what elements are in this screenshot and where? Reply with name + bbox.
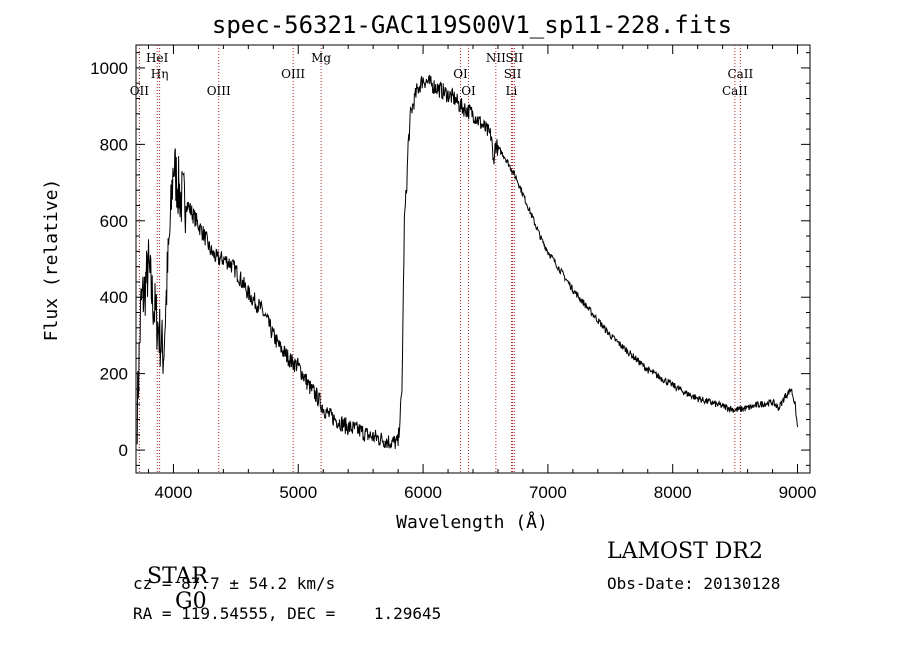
y-tick-label: 1000 — [90, 59, 128, 78]
x-axis: 4000 5000 6000 7000 8000 9000 — [147, 45, 817, 502]
line-marker-label: Hη — [151, 67, 169, 81]
x-tick-label: 8000 — [654, 483, 692, 502]
line-marker-label: SII — [505, 51, 523, 65]
emission-line-labels: OII HeI Hη OIII OIII Mg OI OI NII Li SII SII CaII CaI… — [130, 51, 754, 98]
x-tick-label: 9000 — [779, 483, 817, 502]
line-marker-label: HeI — [146, 51, 169, 65]
y-axis-label: Flux (relative) — [41, 179, 62, 342]
x-tick-label: 6000 — [404, 483, 442, 502]
subclass-label: G0 — [175, 589, 207, 614]
line-marker-label: Mg — [311, 51, 331, 65]
spectrum-line — [136, 74, 798, 450]
redshift-velocity: cz = 87.7 ± 54.2 km/s — [133, 574, 336, 593]
plot-area-frame — [135, 44, 811, 474]
y-tick-label: 0 — [119, 441, 128, 460]
x-tick-label: 5000 — [279, 483, 317, 502]
x-tick-label: 4000 — [155, 483, 193, 502]
line-marker-label: OIII — [281, 67, 305, 81]
x-axis-label: Wavelength (Å) — [396, 511, 548, 533]
y-tick-label: 800 — [100, 135, 128, 154]
line-marker-label: OIII — [207, 84, 231, 98]
line-marker-label: CaII — [727, 67, 753, 81]
coordinates: RA = 119.54555, DEC = 1.29645 — [133, 604, 442, 623]
line-marker-label: CaII — [722, 84, 748, 98]
line-marker-label: NII — [486, 51, 506, 65]
line-marker-label: Li — [506, 84, 518, 98]
x-tick-label: 7000 — [529, 483, 567, 502]
line-marker-label: OII — [130, 84, 150, 98]
y-axis: 0 200 400 600 800 1000 — [90, 52, 810, 466]
chart-title: spec-56321-GAC119S00V1_sp11-228.fits — [212, 11, 732, 39]
y-tick-label: 200 — [100, 365, 128, 384]
object-class: STAR G0 — [133, 539, 208, 614]
y-tick-label: 400 — [100, 288, 128, 307]
line-marker-label: SII — [504, 67, 522, 81]
y-tick-label: 600 — [100, 212, 128, 231]
class-label: STAR — [147, 564, 208, 589]
line-marker-label: OI — [461, 84, 476, 98]
survey-label: LAMOST DR2 — [607, 539, 763, 564]
observation-date: Obs-Date: 20130128 — [607, 574, 781, 593]
line-marker-label: OI — [453, 67, 468, 81]
